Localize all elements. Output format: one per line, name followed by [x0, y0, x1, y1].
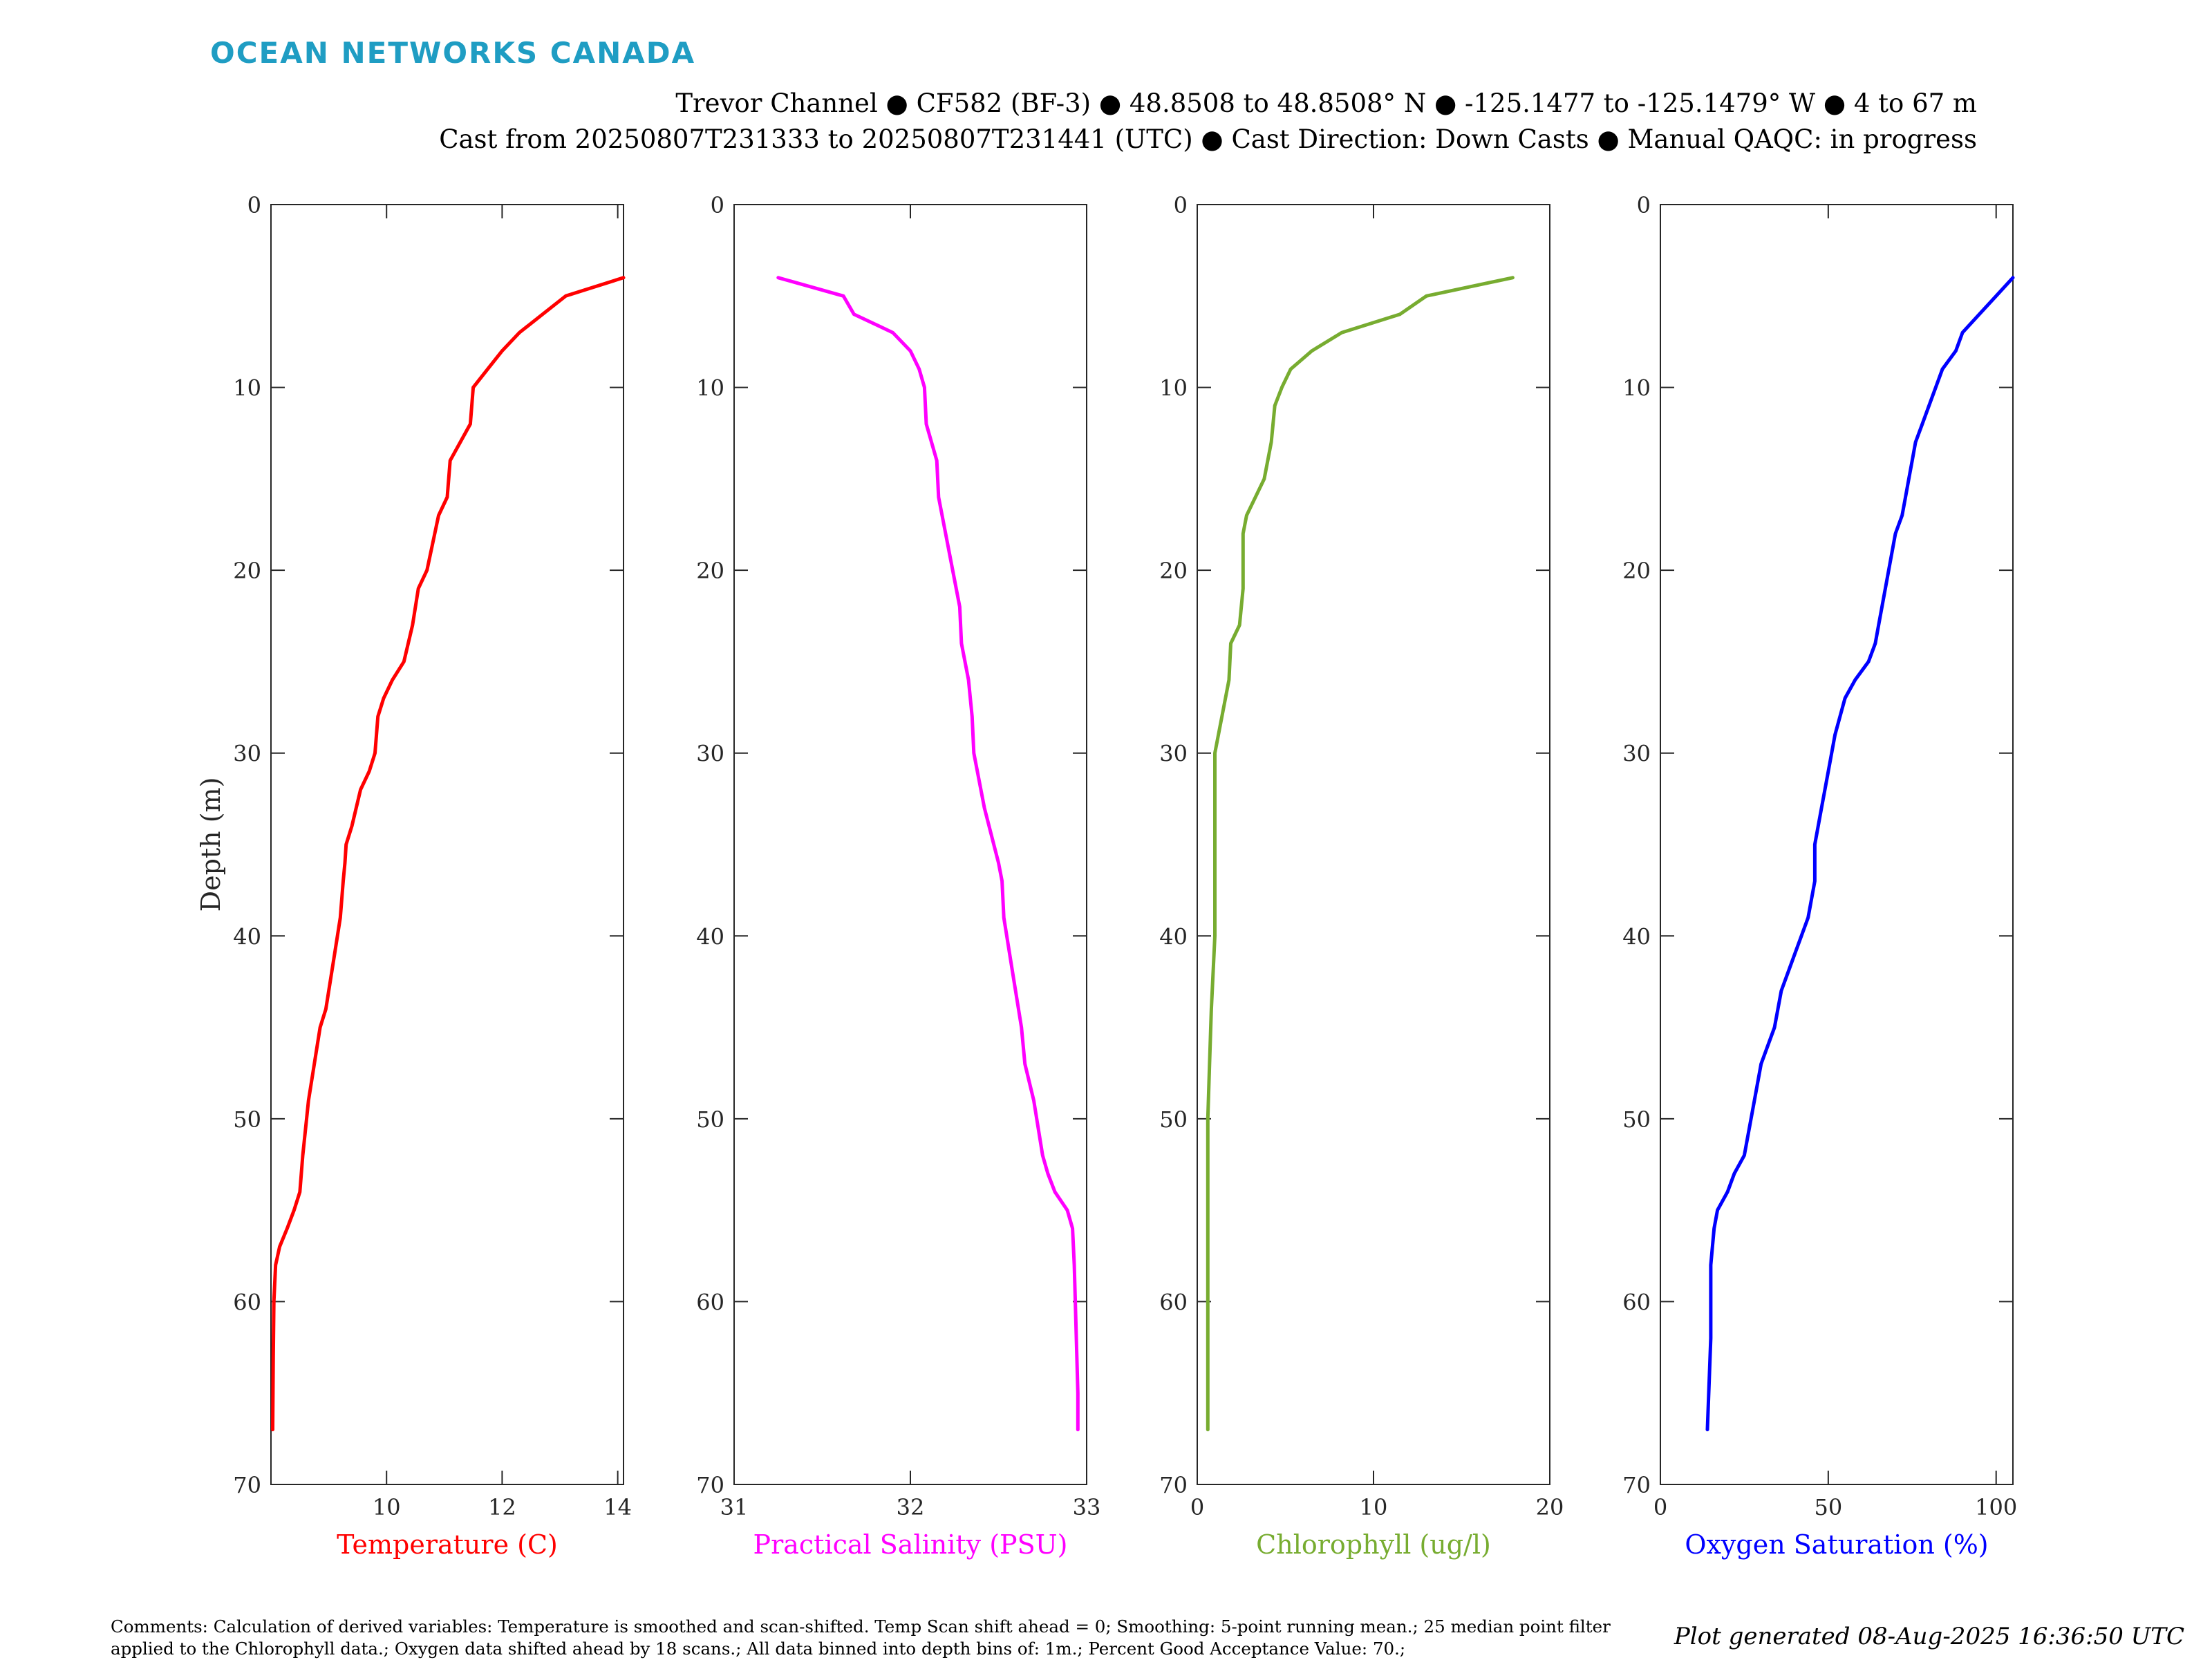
- oxygen-ytick-label: 0: [1637, 192, 1651, 218]
- chlorophyll-ytick-label: 40: [1159, 923, 1188, 950]
- profile-charts: 0 10 20 30 40 50 60 70 10 12 14 Temperature (C) Dept…: [196, 192, 2017, 1560]
- temperature-ytick-label: 30: [233, 741, 261, 767]
- plot-header-cast: Cast from 20250807T231333 to 20250807T23…: [439, 124, 1977, 154]
- oxygen-ytick-label: 50: [1622, 1106, 1651, 1133]
- chlorophyll-xtick-label: 10: [1360, 1494, 1388, 1520]
- oxygen-series-line: [1705, 276, 2015, 1432]
- salinity-series-line: [776, 276, 1080, 1432]
- oxygen-axes-box: [1660, 204, 2014, 1485]
- temperature-xtick-label: 14: [603, 1494, 632, 1520]
- temperature-ytick-label: 40: [233, 923, 261, 950]
- temperature-series-line: [271, 276, 626, 1432]
- oxygen-xlabel: Oxygen Saturation (%): [1685, 1529, 1988, 1560]
- plot-header-location: Trevor Channel ● CF582 (BF-3) ● 48.8508 …: [675, 88, 1977, 118]
- salinity-ytick-label: 50: [696, 1106, 724, 1133]
- chlorophyll-ytick-label: 30: [1159, 741, 1188, 767]
- oxygen-ytick-label: 20: [1622, 558, 1651, 584]
- oxygen-ytick-label: 30: [1622, 741, 1651, 767]
- salinity-ytick-label: 0: [711, 192, 724, 218]
- salinity-xtick-label: 32: [897, 1494, 925, 1520]
- salinity-xtick-label: 33: [1073, 1494, 1101, 1520]
- oxygen-xtick-label: 50: [1814, 1494, 1842, 1520]
- brand-logo: OCEAN NETWORKS CANADA: [210, 36, 696, 70]
- oxygen-ytick-label: 70: [1622, 1472, 1651, 1498]
- chlorophyll-ytick-label: 10: [1159, 375, 1188, 402]
- oxygen-xtick-label: 100: [1975, 1494, 2017, 1520]
- temperature-xlabel: Temperature (C): [337, 1529, 558, 1560]
- temperature-xtick-label: 12: [488, 1494, 516, 1520]
- temperature-xtick-label: 10: [373, 1494, 401, 1520]
- temperature-ytick-label: 10: [233, 375, 261, 402]
- oxygen-ytick-label: 60: [1622, 1289, 1651, 1315]
- chlorophyll-xlabel: Chlorophyll (ug/l): [1256, 1529, 1491, 1560]
- chlorophyll-series-line: [1206, 276, 1515, 1432]
- salinity-ytick-label: 70: [696, 1472, 724, 1498]
- oxygen-xtick-label: 0: [1653, 1494, 1667, 1520]
- plot-generated-timestamp: Plot generated 08-Aug-2025 16:36:50 UTC: [1674, 1623, 2184, 1650]
- salinity-ytick-label: 10: [696, 375, 724, 402]
- chlorophyll-axes-box: [1197, 204, 1550, 1485]
- salinity-ytick-label: 20: [696, 558, 724, 584]
- temperature-axes-box: [270, 204, 624, 1485]
- chlorophyll-xtick-label: 0: [1190, 1494, 1204, 1520]
- chlorophyll-ytick-label: 20: [1159, 558, 1188, 584]
- chlorophyll-ytick-label: 60: [1159, 1289, 1188, 1315]
- oxygen-ytick-label: 40: [1622, 923, 1651, 950]
- oxygen-ytick-label: 10: [1622, 375, 1651, 402]
- salinity-axes-box: [733, 204, 1087, 1485]
- temperature-ytick-label: 60: [233, 1289, 261, 1315]
- salinity-xtick-label: 31: [720, 1494, 749, 1520]
- temperature-ytick-label: 50: [233, 1106, 261, 1133]
- salinity-ytick-label: 60: [696, 1289, 724, 1315]
- chlorophyll-ytick-label: 50: [1159, 1106, 1188, 1133]
- temperature-ytick-label: 20: [233, 558, 261, 584]
- processing-comments: Comments: Calculation of derived variabl…: [111, 1616, 1611, 1659]
- chlorophyll-xtick-label: 20: [1536, 1494, 1564, 1520]
- temperature-ytick-label: 70: [233, 1472, 261, 1498]
- salinity-ytick-label: 40: [696, 923, 724, 950]
- temperature-ylabel: Depth (m): [196, 777, 226, 912]
- salinity-xlabel: Practical Salinity (PSU): [753, 1529, 1068, 1560]
- chlorophyll-ytick-label: 0: [1174, 192, 1188, 218]
- salinity-ytick-label: 30: [696, 741, 724, 767]
- chlorophyll-ytick-label: 70: [1159, 1472, 1188, 1498]
- temperature-ytick-label: 0: [247, 192, 261, 218]
